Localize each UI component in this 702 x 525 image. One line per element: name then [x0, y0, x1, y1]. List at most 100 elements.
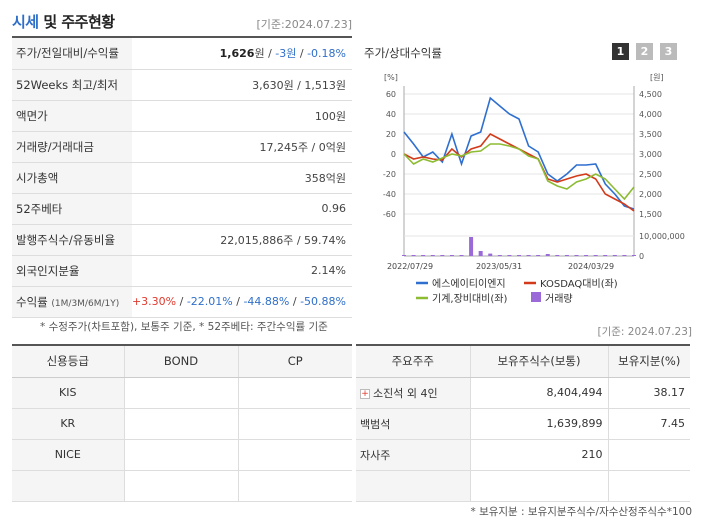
series-line-3: [403, 143, 635, 201]
y-left-tick: -20: [383, 170, 396, 179]
y-right-tick: 3,500: [639, 130, 662, 139]
current-price-value: 1,626원 / -3원 / -0.18%: [131, 38, 352, 70]
volume-bar: [411, 255, 416, 256]
table-row: 거래량/거래대금 17,245주 / 0억원: [12, 131, 352, 163]
holder-name: 자사주: [356, 439, 470, 471]
cp-rating: [237, 470, 352, 502]
table-row: 자사주 210: [356, 439, 690, 471]
x-tick-label: 2024/03/29: [568, 262, 614, 271]
volume-bar: [488, 253, 493, 256]
bond-rating: [123, 377, 238, 409]
row-value: 3,630원 / 1,513원: [131, 69, 352, 101]
y-left-tick: 40: [386, 110, 396, 119]
expand-plus-icon[interactable]: +: [360, 388, 370, 399]
table-row: 외국인지분율 2.14%: [12, 255, 352, 287]
row-label: 외국인지분율: [12, 255, 132, 287]
volume-bar: [430, 255, 435, 256]
table-row: 발행주식수/유동비율 22,015,886주 / 59.74%: [12, 224, 352, 256]
volume-bar: [526, 255, 531, 256]
holder-shares: 8,404,494: [469, 377, 608, 409]
y-left-tick: 0: [391, 150, 396, 159]
legend-volume: 거래량: [545, 293, 573, 305]
price-change: -3원: [275, 47, 297, 61]
holder-pct: [607, 439, 690, 471]
base-date: [기준:2024.07.23]: [256, 18, 352, 31]
volume-tick: 10,000,000: [639, 232, 685, 241]
y-left-tick: -40: [383, 190, 396, 199]
holder-shares: 1,639,899: [469, 408, 608, 440]
chart-tab-3[interactable]: 3: [660, 43, 677, 60]
holder-name: [356, 470, 470, 502]
y-right-tick: 2,500: [639, 170, 662, 179]
legend-swatch-volume: [531, 292, 541, 302]
column-header: BOND: [123, 345, 238, 378]
row-label: 액면가: [12, 100, 132, 132]
cp-rating: [237, 439, 352, 471]
legend-series-3: 기계,장비대비(좌): [432, 293, 507, 305]
agency-name: NICE: [12, 439, 124, 471]
bond-rating: [123, 408, 238, 440]
column-header: 보유지분(%): [607, 345, 690, 378]
row-value: 358억원: [131, 162, 352, 194]
table-row: + 소진석 외 4인 8,404,494 38.17: [356, 377, 690, 409]
agency-name: KR: [12, 408, 124, 440]
right-axis-unit: [원]: [650, 73, 664, 82]
x-tick-label: 2022/07/29: [387, 262, 433, 271]
volume-bar: [612, 255, 617, 256]
volume-bar: [603, 255, 608, 256]
price-change-rate: -0.18%: [307, 47, 346, 61]
volume-bar: [545, 254, 550, 256]
column-header: CP: [237, 345, 352, 378]
row-label: 시가총액: [12, 162, 132, 194]
legend-series-1: 에스에이티이엔지: [432, 278, 506, 290]
volume-bar: [440, 255, 445, 256]
header-divider: [12, 36, 352, 38]
volume-bar: [507, 255, 512, 256]
table-row: [356, 470, 690, 502]
volume-bar: [402, 255, 406, 256]
chart-tab-1[interactable]: 1: [612, 43, 629, 60]
volume-bar: [517, 255, 521, 256]
volume-bar: [555, 255, 560, 256]
table-row: 주가/전일대비/수익률 1,626원 / -3원 / -0.18%: [12, 38, 352, 70]
y-right-tick: 2,000: [639, 190, 662, 199]
section-title: 시세 및 주주현황: [12, 13, 115, 31]
price-footnote: * 수정주가(차트포함), 보통주 기준, * 52주베타: 주간수익률 기준: [40, 321, 328, 333]
column-header: 보유주식수(보통): [469, 345, 608, 378]
table-row: 수익률 (1M/3M/6M/1Y) +3.30% / -22.01% / -44…: [12, 286, 352, 318]
y-left-tick: 20: [386, 130, 396, 139]
row-label: 발행주식수/유동비율: [12, 224, 132, 256]
volume-tick: 0: [639, 252, 644, 261]
volume-bar: [564, 255, 569, 256]
table-row: [12, 470, 352, 502]
price-summary-table: 주가/전일대비/수익률 1,626원 / -3원 / -0.18% 52Week…: [12, 38, 352, 318]
table-row: NICE: [12, 439, 352, 471]
holder-name[interactable]: + 소진석 외 4인: [356, 377, 470, 409]
row-value: 22,015,886주 / 59.74%: [131, 224, 352, 256]
y-right-tick: 1,500: [639, 210, 662, 219]
volume-bar: [622, 255, 627, 256]
row-value: 17,245주 / 0억원: [131, 131, 352, 163]
y-right-tick: 4,000: [639, 110, 662, 119]
volume-bar: [449, 255, 454, 256]
volume-bar: [536, 255, 541, 256]
row-value: 0.96: [131, 193, 352, 225]
table-row: 액면가 100원: [12, 100, 352, 132]
row-label: 거래량/거래대금: [12, 131, 132, 163]
volume-bar: [478, 251, 483, 256]
bond-rating: [123, 470, 238, 502]
x-tick-label: 2023/05/31: [476, 262, 522, 271]
table-row: KR: [12, 408, 352, 440]
holder-pct: [607, 470, 690, 502]
legend-series-2: KOSDAQ대비(좌): [540, 278, 618, 290]
table-header-row: 주요주주 보유주식수(보통) 보유지분(%): [356, 345, 690, 378]
holder-pct: 38.17: [607, 377, 690, 409]
row-value: 2.14%: [131, 255, 352, 287]
current-price: 1,626: [219, 47, 255, 61]
major-holders-table: 주요주주 보유주식수(보통) 보유지분(%) + 소진석 외 4인 8,404,4…: [356, 344, 690, 502]
holders-base-date: [기준: 2024.07.23]: [597, 326, 692, 338]
bond-rating: [123, 439, 238, 471]
return-3m: -22.01%: [186, 295, 233, 308]
row-label: 52Weeks 최고/최저: [12, 69, 132, 101]
chart-tab-2[interactable]: 2: [636, 43, 653, 60]
